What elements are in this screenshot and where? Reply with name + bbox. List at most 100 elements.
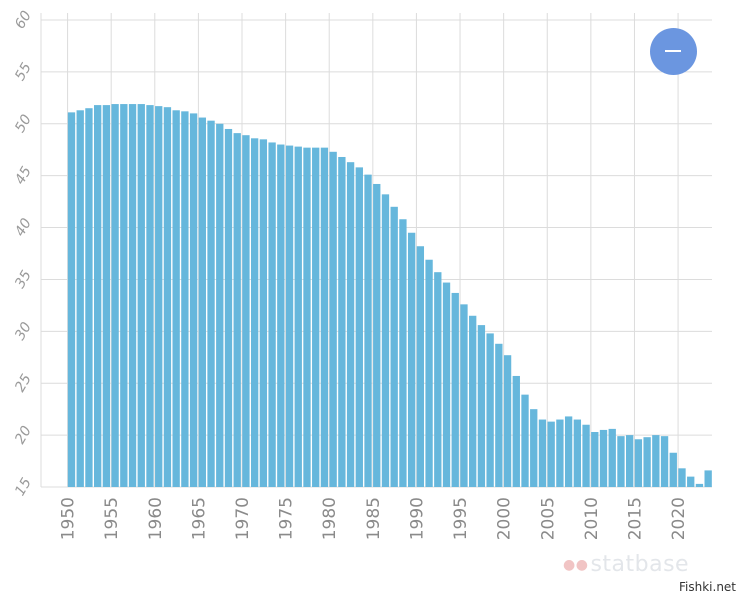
bar-2016[interactable] [643,437,651,487]
bar-1978[interactable] [312,147,320,487]
bar-1954[interactable] [102,105,111,487]
bar-2005[interactable] [547,421,555,487]
bar-1961[interactable] [163,107,172,487]
x-tick-label: 1950 [59,497,79,540]
bar-2021[interactable] [687,476,695,487]
bar-1966[interactable] [207,120,215,488]
y-tick-label: 25 [12,371,35,395]
bar-2003[interactable] [530,409,538,487]
bar-1955[interactable] [111,104,119,487]
bar-2015[interactable] [634,439,643,487]
minus-icon [665,50,681,52]
bar-1984[interactable] [364,174,372,487]
bar-1989[interactable] [407,232,416,487]
bar-2009[interactable] [582,424,590,487]
bar-2002[interactable] [521,394,529,487]
y-tick-label: 45 [12,164,35,188]
bar-2013[interactable] [617,436,625,487]
bar-2010[interactable] [591,431,599,487]
bar-2004[interactable] [538,419,547,487]
bar-1968[interactable] [224,128,233,487]
bar-1969[interactable] [233,133,241,487]
bar-1975[interactable] [285,145,294,487]
bar-1995[interactable] [460,304,468,487]
bar-1972[interactable] [259,139,268,487]
bar-1998[interactable] [486,333,494,487]
bar-1982[interactable] [346,162,355,488]
bar-2014[interactable] [626,435,634,487]
bar-1959[interactable] [146,105,154,487]
bar-1971[interactable] [250,138,259,487]
bar-2001[interactable] [512,375,520,487]
y-tick-label: 40 [12,216,35,240]
bar-2019[interactable] [669,452,677,487]
bar-1974[interactable] [277,144,285,488]
x-tick-label: 1980 [320,497,340,540]
bar-2017[interactable] [652,435,660,487]
bar-2022[interactable] [695,483,704,487]
bar-1979[interactable] [320,147,329,487]
x-tick-label: 1985 [364,497,384,540]
x-tick-label: 1965 [189,497,209,540]
statbase-logo-icon: ●● [563,557,589,573]
bar-1992[interactable] [434,272,442,487]
y-tick-label: 50 [12,112,35,136]
legend-toggle-button[interactable] [650,28,697,75]
bar-1981[interactable] [338,156,346,487]
bar-1965[interactable] [198,117,206,487]
bar-1997[interactable] [477,325,486,487]
bar-1987[interactable] [390,206,398,488]
bar-1993[interactable] [442,282,451,487]
y-tick-label: 35 [12,268,35,292]
bar-1986[interactable] [381,194,390,487]
bar-1996[interactable] [469,315,477,487]
bar-1985[interactable] [373,183,381,488]
bar-2007[interactable] [564,416,573,487]
bar-1950[interactable] [67,112,76,488]
bar-2011[interactable] [599,429,608,487]
source-credit: Fishki.net [679,580,737,594]
bar-1956[interactable] [120,104,128,487]
bar-2008[interactable] [573,419,582,487]
bars [67,104,712,488]
bar-1967[interactable] [216,123,224,488]
bar-1964[interactable] [189,113,198,488]
bar-1976[interactable] [294,146,302,487]
x-tick-label: 1975 [277,497,297,540]
bar-1999[interactable] [495,343,503,487]
bar-1953[interactable] [94,105,102,487]
bar-1952[interactable] [85,108,93,487]
y-tick-label: 60 [12,8,35,32]
bar-1988[interactable] [399,219,407,487]
watermark-text: statbase [590,552,690,577]
bar-2023[interactable] [704,470,712,487]
bar-1973[interactable] [268,142,276,488]
bar-2020[interactable] [678,468,686,487]
y-tick-label: 15 [12,475,35,499]
x-tick-label: 2010 [582,497,602,540]
bar-1983[interactable] [355,167,363,487]
x-tick-label: 1990 [407,497,427,540]
x-tick-label: 2000 [495,497,515,540]
bar-1960[interactable] [155,106,163,487]
bar-2012[interactable] [608,428,616,487]
bar-1990[interactable] [416,246,425,487]
x-tick-label: 1960 [146,497,166,540]
x-tick-label: 2005 [538,497,558,540]
bar-1963[interactable] [181,111,189,487]
y-tick-label: 20 [12,423,35,447]
bar-2018[interactable] [660,436,669,487]
bar-1980[interactable] [329,151,337,487]
bar-1957[interactable] [128,104,137,487]
bar-1962[interactable] [172,110,180,487]
bar-2000[interactable] [503,355,512,487]
bar-1991[interactable] [425,259,433,487]
bar-1951[interactable] [76,110,84,487]
bar-2006[interactable] [556,419,564,487]
bar-1977[interactable] [303,147,311,487]
bar-1994[interactable] [451,292,459,487]
bar-1958[interactable] [137,104,145,487]
x-tick-label: 2020 [669,497,689,540]
bar-1970[interactable] [242,135,250,487]
